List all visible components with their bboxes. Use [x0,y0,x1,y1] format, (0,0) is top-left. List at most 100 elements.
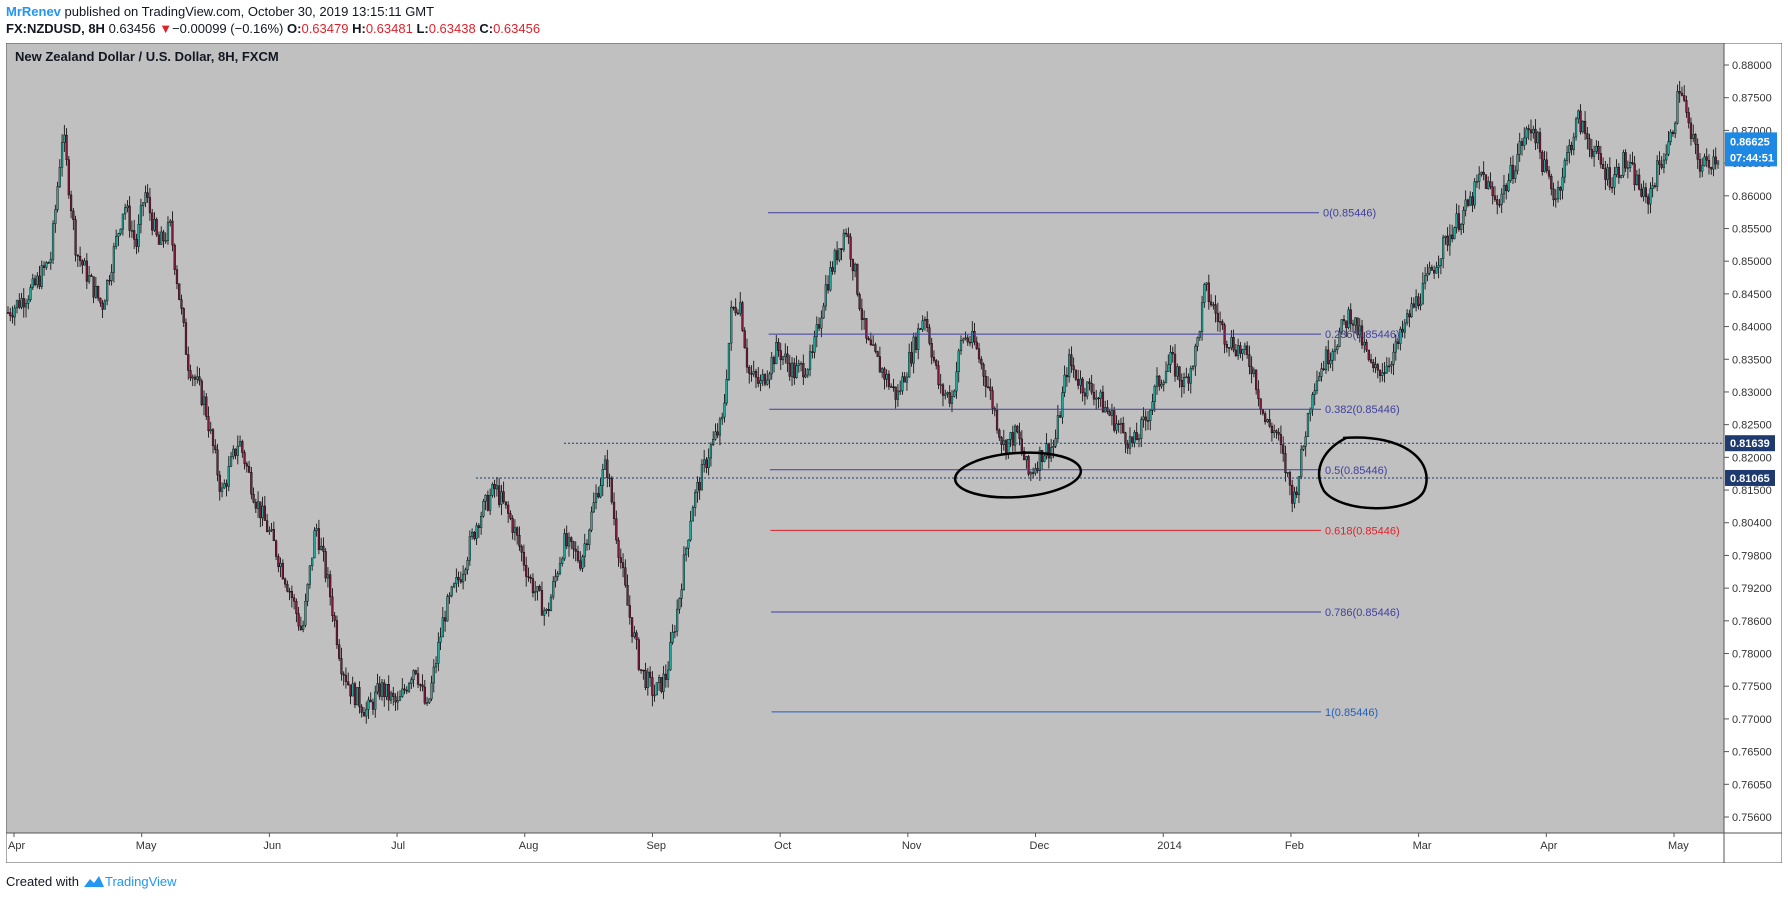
down-arrow-icon: ▼ [159,21,173,36]
candle-body [637,639,640,670]
candle-body [878,356,881,373]
candle-body [401,688,404,697]
candle-body [1656,160,1659,187]
candle-body [617,539,620,558]
candle-body [1113,410,1116,431]
candle-body [574,548,577,552]
candle-body [1097,397,1100,400]
candle-body [939,384,942,386]
candle-body [191,376,194,379]
candle-body [892,386,895,388]
candle-body [1435,267,1438,274]
candle-body [78,255,82,261]
candle-body [69,194,73,212]
candle-body [220,487,224,492]
candle-body [594,493,598,503]
candle-body [1041,450,1044,462]
candle-body [835,250,839,261]
candle-body [489,495,492,511]
candle-body [1401,328,1404,333]
time-tick-label: Feb [1285,840,1304,852]
candle-body [874,344,877,352]
candle-body [917,328,920,350]
candle-body [903,376,906,383]
candle-body [1577,110,1580,120]
candle-body [1086,381,1089,397]
candle-body [214,445,217,451]
candle-body [1471,196,1474,206]
tradingview-link[interactable]: TradingView [83,874,177,889]
candle-body [448,595,451,597]
candle-body [1243,345,1246,350]
candle-body [1626,167,1629,169]
candle-body [554,576,557,582]
candle-body [15,300,19,309]
candle-body [1617,166,1620,178]
candle-body [1547,170,1551,177]
candle-body [797,363,800,366]
candle-body [615,518,618,541]
candle-body [1615,166,1618,175]
candle-body [443,617,447,622]
candle-body [11,315,14,318]
candle-body [500,491,503,505]
candle-body [1047,443,1050,459]
candle-body [1376,364,1379,371]
candle-body [83,260,86,266]
candle-body [367,699,370,710]
candle-body [1433,270,1436,274]
candle-body [804,374,807,378]
candle-body [585,543,589,546]
candle-body [860,308,863,320]
plot-area[interactable] [6,43,1724,833]
candle-body [1430,267,1433,271]
candle-body [802,362,805,378]
open-label: O: [287,21,302,36]
candle-body [820,317,823,329]
candle-body [178,283,181,300]
candle-body [407,683,411,692]
candle-body [1683,95,1686,101]
candle-body [648,671,652,678]
candle-body [770,357,773,375]
candle-body [1207,282,1210,303]
candle-body [592,502,595,513]
candle-body [108,279,111,282]
candle-body [883,368,886,380]
candle-body [81,260,84,266]
candle-body [329,574,332,598]
candle-body [1034,468,1037,474]
candle-body [229,456,233,467]
candle-body [808,351,812,370]
candle-body [369,699,372,703]
candle-body [1678,91,1681,94]
candle-body [480,515,483,528]
high-value: 0.63481 [365,21,413,36]
price-tick-label: 0.77000 [1732,714,1772,726]
candle-body [349,684,352,697]
candle-body [1158,375,1161,387]
candle-body [1153,386,1156,402]
candle-body [1608,167,1611,188]
candle-body [261,505,264,519]
candle-body [67,159,70,196]
candle-body [1101,391,1105,413]
candle-body [705,459,708,468]
candle-body [1011,432,1014,446]
candle-body [534,591,537,594]
candle-body [1367,349,1370,360]
candle-body [754,371,758,378]
candle-body [1696,144,1699,160]
candle-body [1286,472,1289,474]
price-chart[interactable]: 0(0.85446) 0.236(0.85446) 0.382(0.85446) 0.… [6,43,1782,863]
candle-body [1453,227,1456,240]
candle-body [750,373,753,375]
author-link[interactable]: MrRenev [6,4,61,19]
price-axis: 0.880000.875000.870000.865000.860000.855… [1724,60,1772,824]
candle-body [869,339,872,346]
candle-body [302,624,305,630]
candle-body [966,337,969,343]
candle-body [446,596,449,622]
candle-body [1173,353,1177,377]
candle-body [1043,455,1046,462]
